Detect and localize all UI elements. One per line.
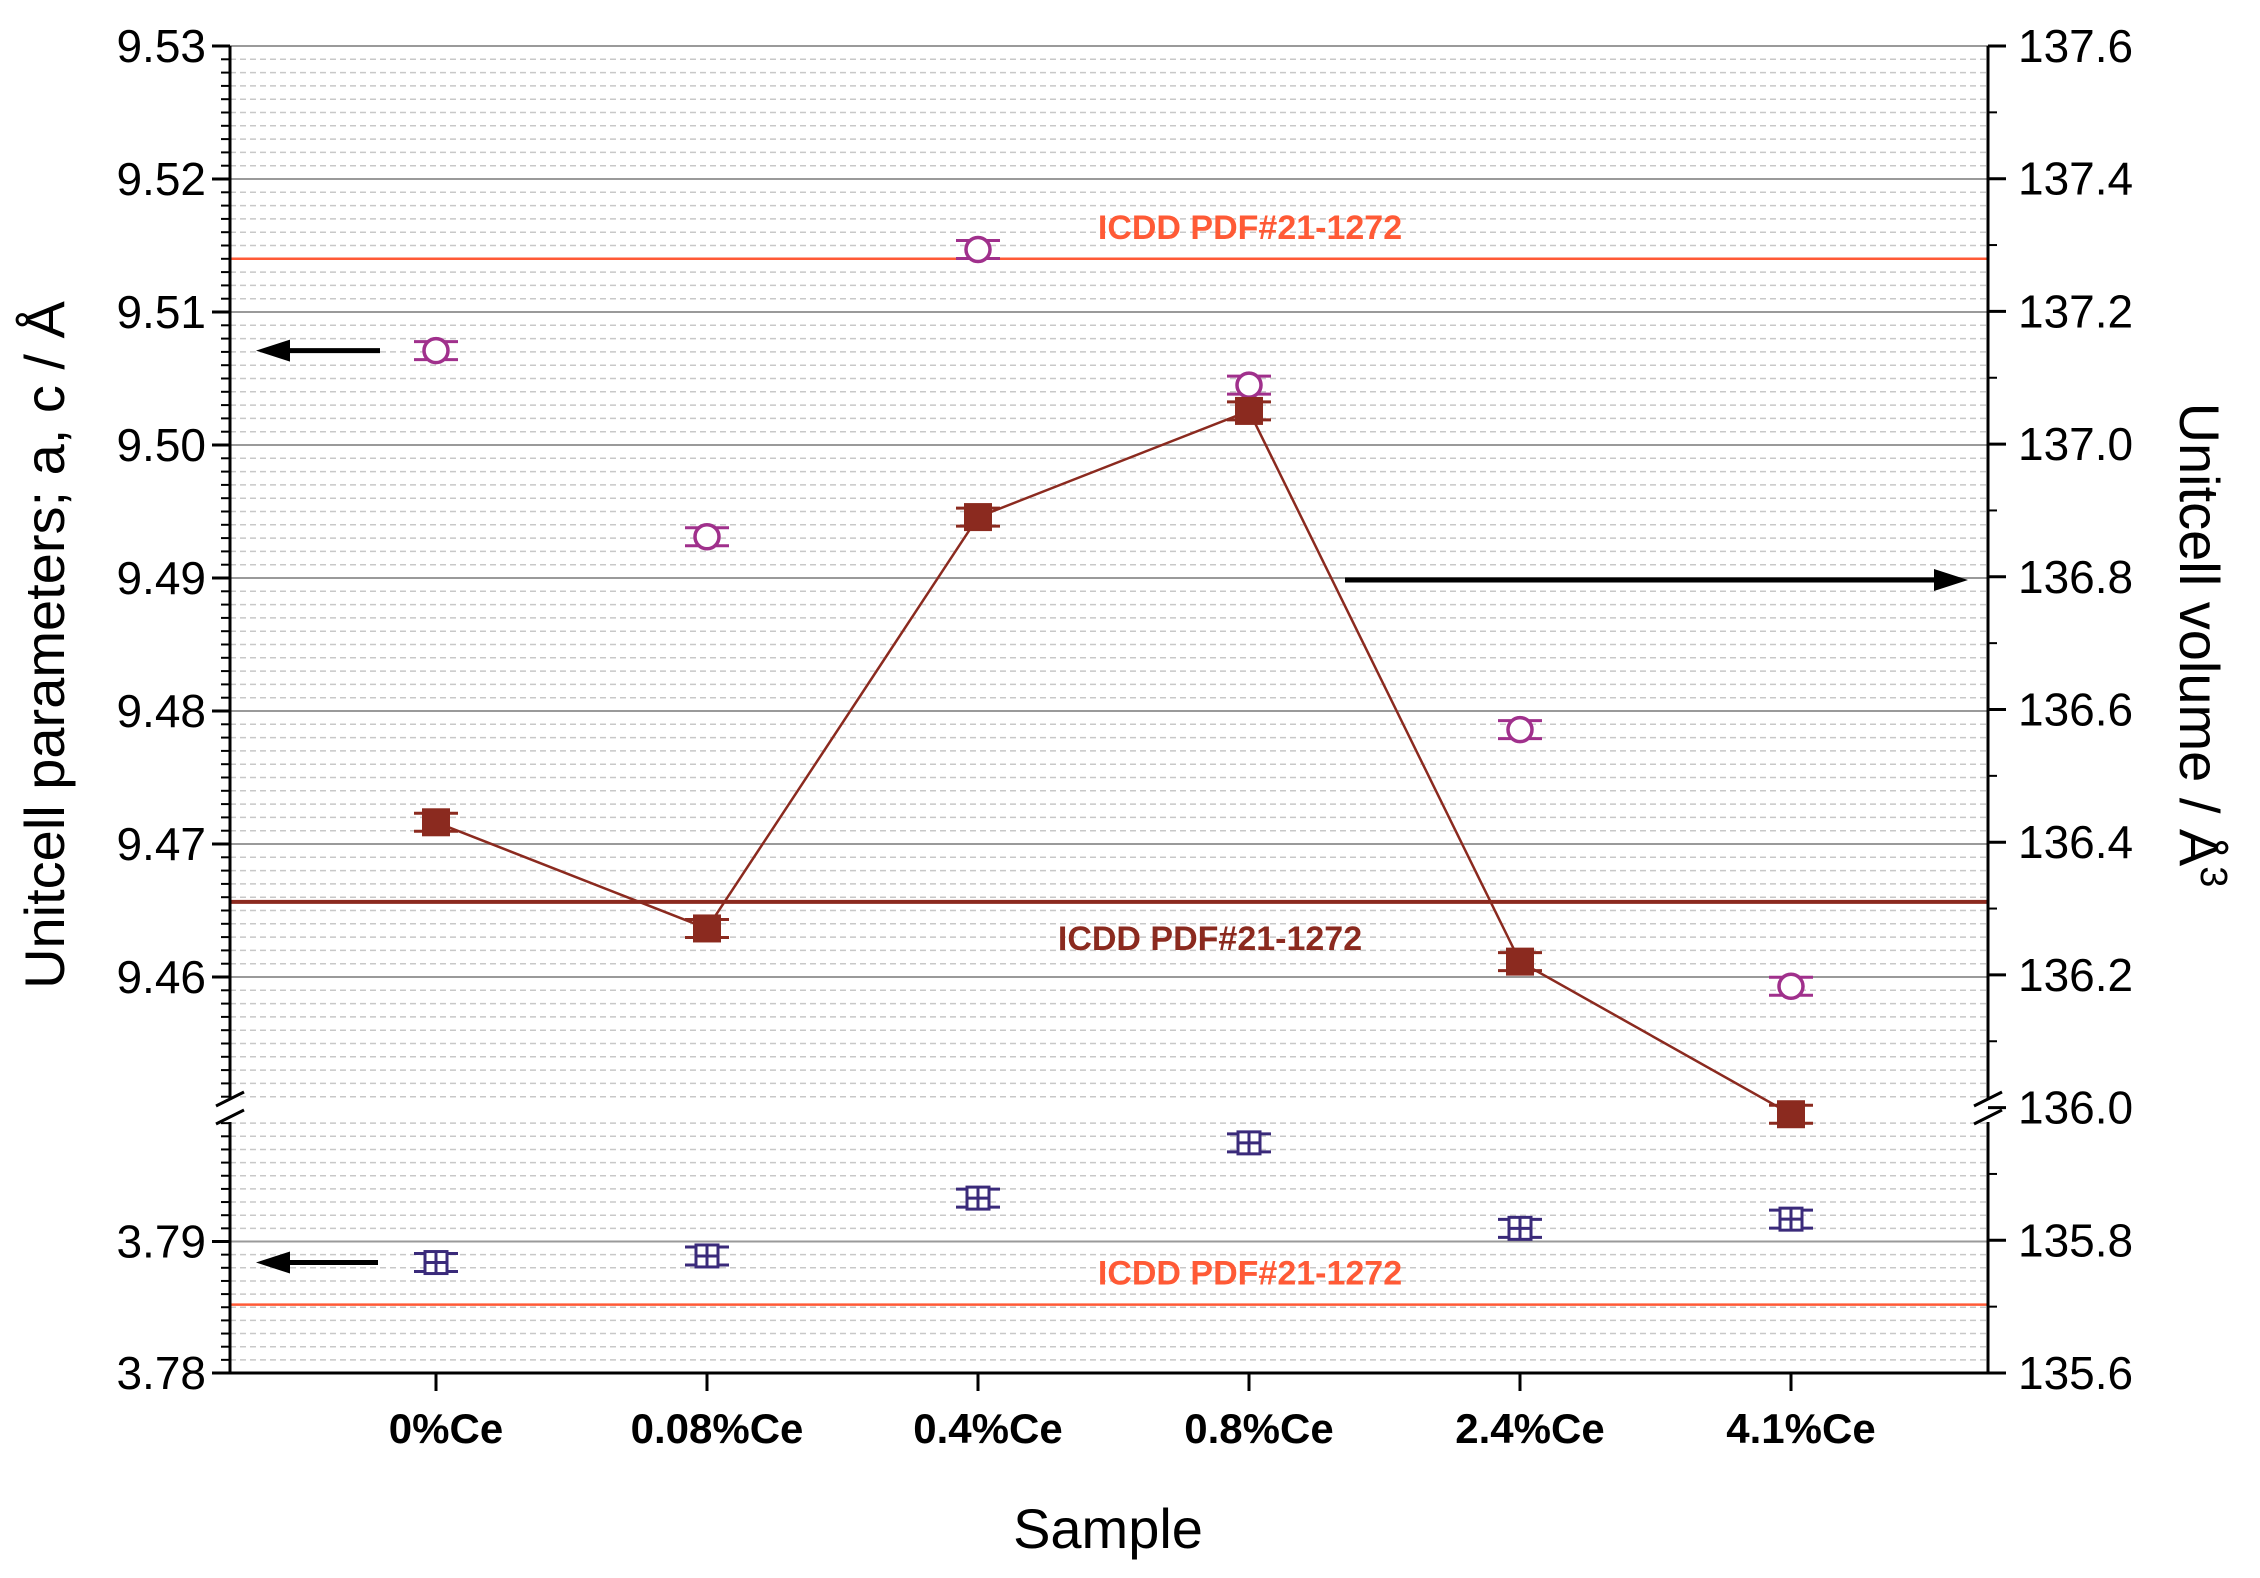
data-point-c [685, 1243, 729, 1269]
y-right-tick-label: 136.0 [2018, 1082, 2133, 1134]
reference-line-label: ICDD PDF#21-1272 [1058, 920, 1362, 958]
data-point-V [1227, 396, 1271, 425]
data-point-c [1769, 1206, 1813, 1232]
y-right-axis-title-text: Unitcell volume / Å [2168, 403, 2231, 867]
arrow-head [1934, 569, 1968, 591]
data-point-c [414, 1250, 458, 1276]
grid-lines [230, 45, 1988, 1374]
series-line [435, 409, 1792, 1116]
arrow-head [256, 339, 290, 362]
arrow-right-icon [1345, 569, 1968, 591]
x-category-label: 4.1%Ce [1726, 1405, 1875, 1452]
y-right-axis-title-superscript: 3 [2192, 866, 2234, 887]
data-point-V [1498, 947, 1542, 976]
y-left-tick-label: 3.79 [116, 1216, 206, 1268]
data-point-V [414, 808, 458, 837]
y-right-tick-label: 137.4 [2018, 153, 2133, 205]
y-left-tick-label: 9.47 [116, 818, 206, 870]
x-category-label: 0.4%Ce [913, 1405, 1062, 1452]
y-right-tick-label: 136.6 [2018, 684, 2133, 736]
y-right-tick-label: 136.8 [2018, 551, 2133, 603]
arrow-left-icon [256, 1251, 378, 1274]
marker-circle [964, 235, 992, 264]
marker-filled-square [1506, 947, 1534, 976]
x-axis-title: Sample [1013, 1497, 1203, 1560]
marker-filled-square [1777, 1100, 1805, 1129]
arrow-left-icon [256, 339, 380, 362]
y-right-tick-label: 137.6 [2018, 20, 2133, 72]
marker-circle [1506, 715, 1534, 744]
x-category-label: 0%Ce [389, 1405, 503, 1452]
y-left-tick-label: 9.52 [116, 153, 206, 205]
marker-filled-square [693, 914, 721, 943]
marker-circle [693, 523, 721, 551]
data-point-a [956, 235, 1000, 264]
y-right-tick-label: 137.0 [2018, 418, 2133, 470]
data-point-a [1227, 371, 1271, 399]
marker-filled-square [964, 503, 992, 532]
marker-circle [1777, 972, 1805, 1001]
data-point-V [956, 503, 1000, 532]
y-right-tick-label: 137.2 [2018, 285, 2133, 337]
y-right-tick-label: 136.4 [2018, 816, 2133, 868]
x-category-label: 0.08%Ce [631, 1405, 804, 1452]
marker-circle [1235, 371, 1263, 399]
reference-lines: ICDD PDF#21-1272 ICDD PDF#21-1272 ICDD PDF… [230, 209, 1988, 1306]
y-left-tick-label: 9.48 [116, 685, 206, 737]
marker-filled-square [422, 808, 450, 837]
y-right-axis-title: Unitcell volume / Å3 [2168, 403, 2234, 888]
y-left-axis-title: Unitcell parameters; a, c / Å [13, 300, 76, 988]
y-left-tick-label: 9.50 [116, 419, 206, 471]
data-point-V [1769, 1100, 1813, 1129]
data-point-a [1498, 715, 1542, 744]
reference-line-label: ICDD PDF#21-1272 [1098, 1255, 1402, 1293]
data-point-a [685, 523, 729, 551]
arrow-head [256, 1251, 290, 1274]
axis-break-mark [215, 1108, 245, 1126]
data-point-a [1769, 972, 1813, 1001]
reference-line-label: ICDD PDF#21-1272 [1098, 209, 1402, 247]
y-left-tick-label: 3.78 [116, 1347, 206, 1399]
pointer-arrows [256, 339, 1968, 1274]
axis-break-mark [1973, 1090, 2003, 1108]
x-category-label: 0.8%Ce [1184, 1405, 1333, 1452]
marker-filled-square [1235, 396, 1263, 425]
data-series [414, 235, 1813, 1276]
y-left-tick-label: 9.51 [116, 286, 206, 338]
axis-break-mark [1973, 1108, 2003, 1126]
data-point-c [1227, 1130, 1271, 1156]
y-right-tick-label: 135.6 [2018, 1347, 2133, 1399]
data-point-V [685, 914, 729, 943]
data-point-a [414, 336, 458, 365]
axis-break-mark [215, 1090, 245, 1108]
y-right-tick-label: 136.2 [2018, 949, 2133, 1001]
marker-circle [422, 336, 450, 365]
y-left-tick-label: 9.53 [116, 20, 206, 72]
data-point-c [956, 1185, 1000, 1211]
y-right-tick-label: 135.8 [2018, 1214, 2133, 1266]
tick-labels: 9.46 9.47 9.48 9.49 9.50 9.51 9.52 9.53 3.78 3.79… [116, 20, 2133, 1452]
x-category-label: 2.4%Ce [1455, 1405, 1604, 1452]
y-left-tick-label: 9.49 [116, 552, 206, 604]
data-point-c [1498, 1215, 1542, 1241]
y-left-tick-label: 9.46 [116, 951, 206, 1003]
